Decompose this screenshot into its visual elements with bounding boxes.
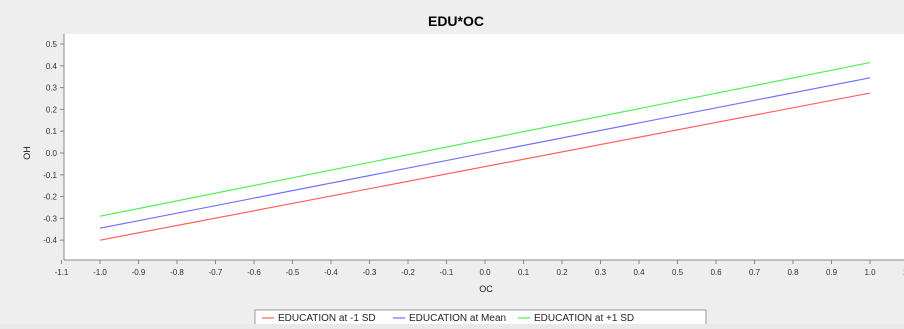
legend-label-2: EDUCATION at +1 SD	[534, 313, 634, 324]
x-tick-label: 1.1	[903, 268, 904, 277]
x-tick-label: 0.5	[672, 268, 684, 277]
y-ticks: 0.5 0.4 0.3 0.2 0.1 0.0 -0.1 -0.2 -0.3 -0.4	[43, 40, 64, 245]
x-tick-label: 0.4	[633, 268, 645, 277]
y-tick-label: 0.3	[46, 84, 58, 93]
y-tick-label: 0.1	[46, 127, 58, 136]
x-tick-label: -0.6	[247, 268, 261, 277]
y-tick-label: -0.3	[43, 214, 57, 223]
x-tick-label: -0.7	[209, 268, 223, 277]
x-axis-label: OC	[479, 284, 493, 294]
legend: EDUCATION at -1 SD EDUCATION at Mean EDUCA…	[254, 309, 707, 327]
x-tick-label: -0.9	[132, 268, 146, 277]
x-tick-label: -1.0	[93, 268, 107, 277]
x-tick-label: 0.3	[595, 268, 607, 277]
y-tick-label: -0.4	[43, 236, 57, 245]
legend-label-1: EDUCATION at Mean	[409, 313, 506, 324]
x-tick-label: -0.4	[324, 268, 338, 277]
x-tick-label: -0.5	[286, 268, 300, 277]
x-ticks: -1.1 -1.0 -0.9 -0.8 -0.7 -0.6 -0.5 -0.4 -0.3 -0.2…	[55, 260, 904, 277]
x-tick-label: 0.0	[479, 268, 491, 277]
series-line-1	[99, 77, 871, 229]
y-tick-label: -0.1	[43, 171, 57, 180]
series-line-2	[99, 61, 871, 217]
x-tick-label: 0.1	[518, 268, 530, 277]
x-tick-label: -0.3	[363, 268, 377, 277]
x-tick-label: 1.0	[864, 268, 876, 277]
y-tick-label: 0.5	[46, 40, 58, 49]
x-tick-label: 0.2	[556, 268, 568, 277]
x-tick-label: 0.7	[749, 268, 761, 277]
x-tick-label: -0.8	[170, 268, 184, 277]
y-tick-label: 0.4	[46, 62, 58, 71]
x-tick-label: 0.8	[787, 268, 799, 277]
series-line-0	[99, 92, 871, 241]
y-axis-label: OH	[22, 146, 32, 160]
y-tick-label: 0.0	[46, 149, 58, 158]
x-tick-label: -0.1	[440, 268, 454, 277]
y-tick-label: -0.2	[43, 193, 57, 202]
x-tick-label: -0.2	[401, 268, 415, 277]
series-lines	[99, 61, 871, 241]
x-tick-label: -1.1	[55, 268, 69, 277]
x-tick-label: 0.6	[710, 268, 722, 277]
chart-title: EDU*OC	[428, 13, 484, 29]
x-tick-label: 0.9	[826, 268, 838, 277]
y-tick-label: 0.2	[46, 105, 58, 114]
plot-area	[64, 34, 904, 260]
legend-label-0: EDUCATION at -1 SD	[278, 313, 376, 324]
